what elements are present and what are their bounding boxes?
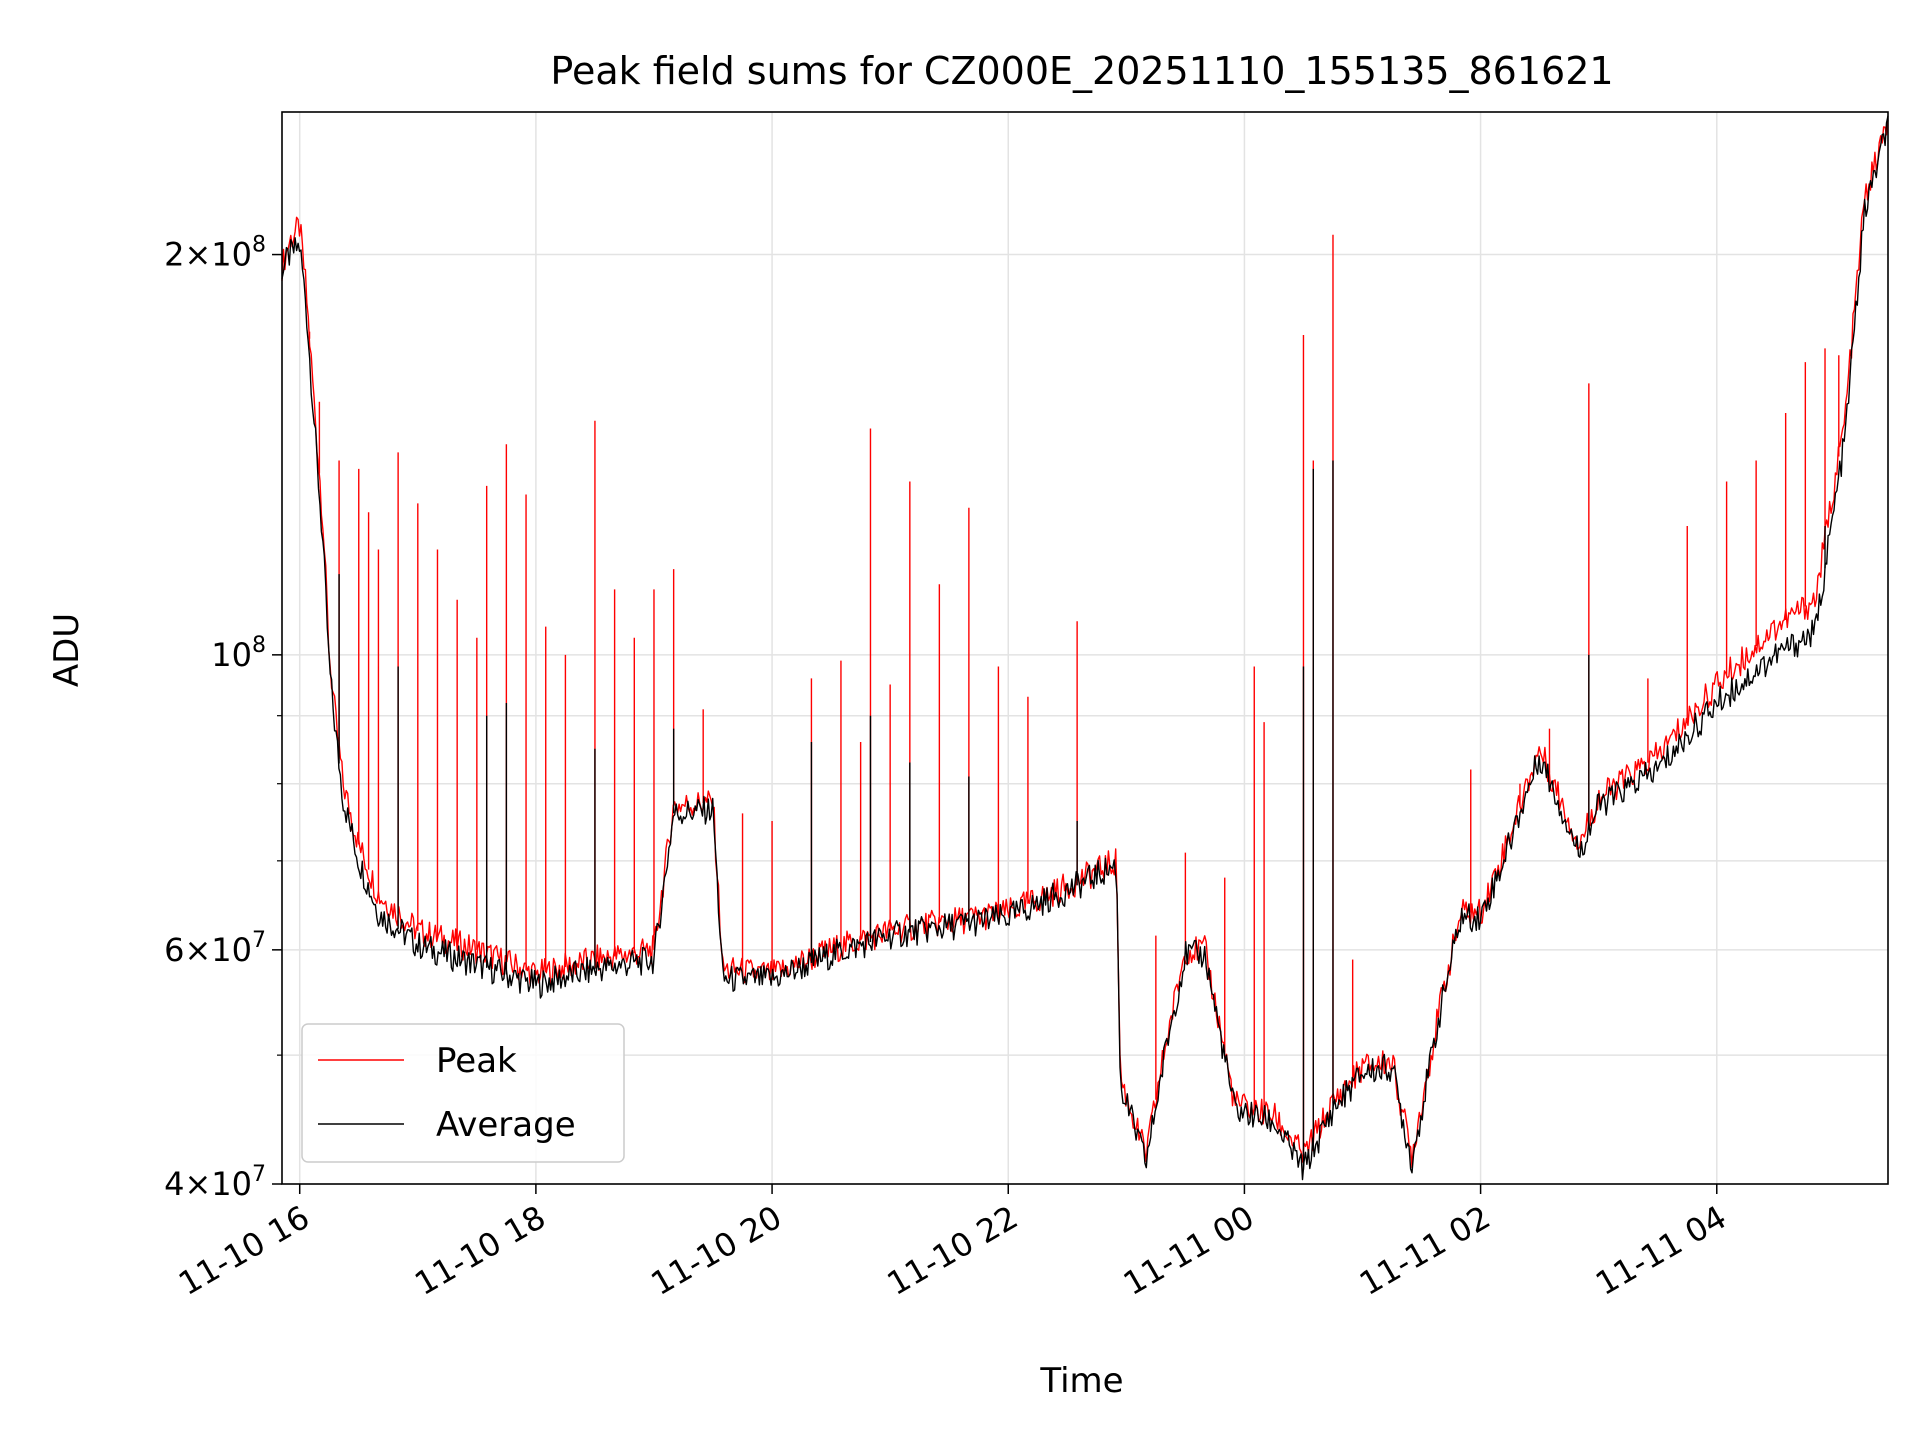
y-tick-label: 108 xyxy=(211,633,266,674)
legend: Peak Average xyxy=(301,1023,625,1163)
legend-box xyxy=(301,1023,625,1163)
y-tick-label: 2×108 xyxy=(164,233,266,274)
y-tick-label: 4×107 xyxy=(164,1162,266,1203)
axes-frame xyxy=(281,111,1889,1185)
y-tick-label: 6×107 xyxy=(164,928,266,969)
grid xyxy=(282,112,1888,1184)
y-axis: 4×107 6×107 108 2×108 xyxy=(164,233,282,1203)
x-axis-label: Time xyxy=(1039,1361,1123,1401)
plot-area xyxy=(281,115,1889,1181)
x-tick-label: 11-11 00 xyxy=(1117,1198,1261,1303)
x-tick-label: 11-10 22 xyxy=(881,1198,1025,1303)
x-tick-label: 11-11 02 xyxy=(1353,1198,1497,1303)
legend-average-label: Average xyxy=(436,1105,576,1145)
chart-title: Peak field sums for CZ000E_20251110_1551… xyxy=(550,49,1613,93)
x-tick-label: 11-10 16 xyxy=(172,1198,316,1303)
average-series-line xyxy=(281,115,1889,1181)
x-tick-label: 11-10 18 xyxy=(408,1198,552,1303)
x-axis: 11-10 16 11-10 18 11-10 20 11-10 22 11-11 00… xyxy=(172,1184,1733,1303)
peak-series-line xyxy=(281,119,1889,1169)
y-axis-label: ADU xyxy=(47,613,87,687)
x-tick-label: 11-11 04 xyxy=(1589,1198,1733,1303)
x-tick-label: 11-10 20 xyxy=(644,1198,788,1303)
legend-peak-label: Peak xyxy=(436,1041,517,1081)
